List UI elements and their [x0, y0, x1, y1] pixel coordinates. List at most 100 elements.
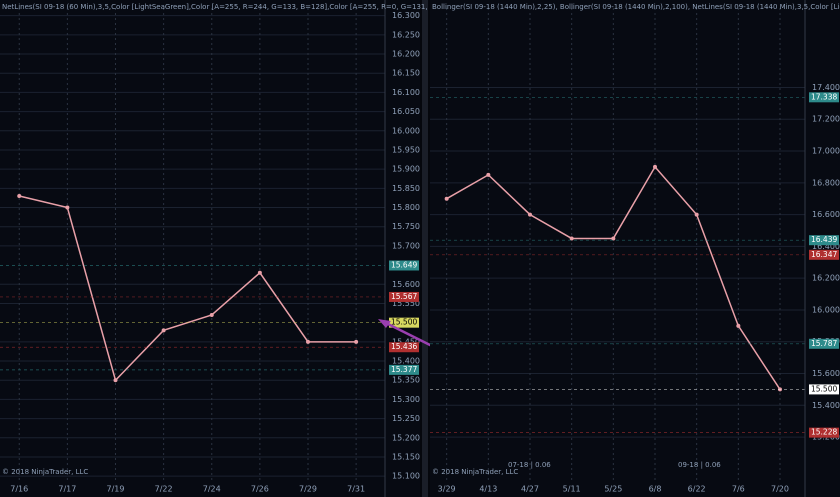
y-tick-label: 16.600: [812, 210, 840, 219]
price-marker-box: [809, 235, 839, 246]
y-tick-label: 15.450: [392, 337, 420, 346]
y-tick-label: 16.050: [392, 107, 420, 116]
price-marker-label: 16.347: [811, 250, 837, 259]
price-point: [354, 339, 359, 344]
x-tick-label: 4/27: [521, 485, 539, 494]
x-tick-label: 6/8: [649, 485, 662, 494]
price-marker-label: 15.436: [391, 342, 417, 351]
y-tick-label: 15.100: [392, 472, 420, 481]
y-tick-label: 16.000: [392, 126, 420, 135]
y-tick-label: 15.200: [392, 433, 420, 442]
price-point: [209, 312, 214, 317]
price-point: [17, 194, 22, 199]
price-point: [736, 323, 741, 328]
price-marker-label: 17.338: [811, 92, 837, 101]
y-tick-label: 16.250: [392, 30, 420, 39]
y-tick-label: 15.400: [392, 357, 420, 366]
y-tick-label: 17.400: [812, 83, 840, 92]
price-marker-box: [809, 92, 839, 103]
price-point: [653, 164, 657, 169]
x-tick-label: 7/16: [10, 485, 28, 494]
footer: © 2018 NinjaTrader, LLC: [432, 468, 518, 476]
y-tick-label: 16.150: [392, 69, 420, 78]
y-tick-label: 15.600: [812, 369, 840, 378]
x-tick-label: 5/25: [604, 485, 622, 494]
price-point: [611, 236, 616, 241]
price-point: [528, 212, 532, 217]
x-tick-label: 7/22: [155, 485, 173, 494]
price-marker-label: 15.377: [391, 365, 417, 374]
y-tick-label: 15.350: [392, 376, 420, 385]
x-tick-label: 6/22: [688, 485, 706, 494]
price-marker-label: 15.500: [811, 384, 837, 393]
price-point: [65, 205, 70, 210]
y-tick-label: 15.800: [392, 203, 420, 212]
price-marker-label: 16.439: [811, 235, 837, 244]
y-tick-label: 15.850: [392, 184, 420, 193]
chart-title: NetLines(SI 09-18 (60 Min),3,5,Color [Li…: [2, 3, 441, 11]
x-tick-label: 7/24: [203, 485, 221, 494]
y-tick-label: 16.100: [392, 88, 420, 97]
price-point: [444, 196, 449, 201]
x-tick-label: 7/20: [771, 485, 789, 494]
y-tick-label: 15.300: [392, 395, 420, 404]
plot-area: [430, 0, 840, 497]
price-marker-label: 15.567: [391, 292, 417, 301]
y-tick-label: 15.950: [392, 145, 420, 154]
contract-note: 09-18 | 0.06: [678, 461, 721, 469]
price-marker-label: 15.228: [811, 428, 837, 437]
y-tick-label: 17.000: [812, 147, 840, 156]
price-point: [257, 270, 262, 275]
y-tick-label: 15.250: [392, 414, 420, 423]
x-tick-label: 7/31: [347, 485, 365, 494]
price-point: [113, 378, 118, 383]
price-marker-box: [389, 342, 419, 353]
price-point: [569, 236, 574, 241]
y-tick-label: 17.200: [812, 115, 840, 124]
x-tick-label: 7/19: [107, 485, 125, 494]
y-tick-label: 15.550: [392, 299, 420, 308]
price-point: [694, 212, 699, 217]
y-tick-label: 16.300: [392, 11, 420, 20]
x-tick-label: 7/26: [251, 485, 269, 494]
price-marker-label: 15.500: [391, 318, 417, 327]
x-tick-label: 4/13: [479, 485, 497, 494]
x-tick-label: 7/6: [732, 485, 745, 494]
y-tick-label: 15.750: [392, 222, 420, 231]
price-marker-box: [809, 338, 839, 349]
x-tick-label: 7/29: [299, 485, 317, 494]
y-tick-label: 15.400: [812, 401, 840, 410]
price-marker-label: 15.649: [391, 260, 417, 269]
price-marker-box: [389, 291, 419, 302]
y-tick-label: 16.400: [812, 242, 840, 251]
price-marker-label: 15.787: [811, 339, 837, 348]
plot-area: [0, 0, 420, 497]
y-tick-label: 16.200: [812, 274, 840, 283]
price-marker-box: [389, 317, 419, 328]
price-marker-box: [809, 249, 839, 260]
arrow-head: [378, 319, 391, 328]
annotation-arrow: [383, 320, 433, 348]
x-tick-label: 5/11: [563, 485, 581, 494]
contract-note: 07-18 | 0.06: [508, 461, 551, 469]
y-tick-label: 16.800: [812, 178, 840, 187]
x-tick-label: 3/29: [438, 485, 456, 494]
price-point: [486, 172, 491, 177]
price-point: [306, 339, 310, 344]
splitter: [422, 0, 428, 497]
footer: © 2018 NinjaTrader, LLC: [2, 468, 88, 476]
price-point: [161, 328, 166, 333]
price-marker-box: [809, 427, 839, 438]
y-tick-label: 15.150: [392, 452, 420, 461]
price-marker-box: [809, 384, 839, 395]
price-marker-box: [389, 260, 419, 271]
y-tick-label: 15.700: [392, 241, 420, 250]
chart-title: Bollinger(SI 09-18 (1440 Min),2,25), Bol…: [432, 3, 840, 11]
y-tick-label: 15.900: [392, 165, 420, 174]
y-tick-label: 16.000: [812, 305, 840, 314]
y-tick-label: 15.600: [392, 280, 420, 289]
y-tick-label: 16.200: [392, 50, 420, 59]
price-marker-box: [389, 364, 419, 375]
x-tick-label: 7/17: [58, 485, 76, 494]
